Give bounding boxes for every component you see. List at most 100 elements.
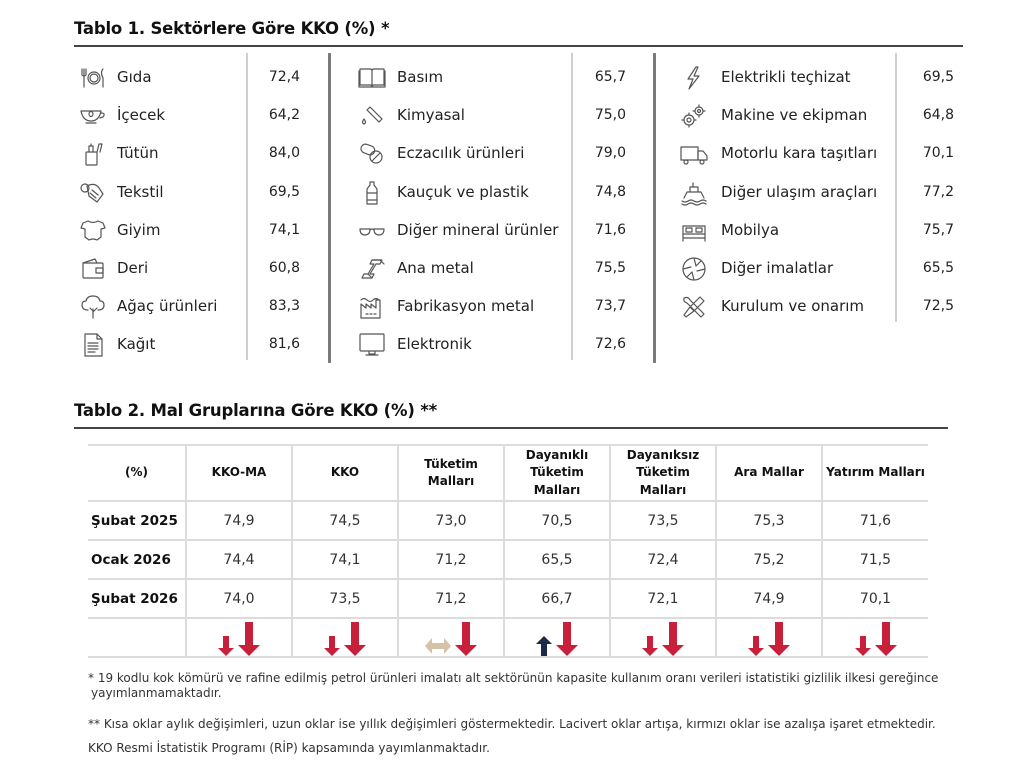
table2-header-row: (%) KKO-MA KKO Tüketim Malları Dayanıklı… [88, 444, 928, 502]
tree-icon [78, 293, 108, 321]
table2-cell: 73,5 [609, 500, 717, 541]
sector-value: 72,4 [268, 69, 300, 85]
footnote-1-line-2: yayımlanmamaktadır. [91, 686, 222, 700]
factory-icon [357, 293, 387, 321]
plate-cutlery-icon [78, 64, 108, 92]
sector-label: İçecek [117, 106, 166, 125]
aperture-icon [679, 255, 709, 283]
arrow-cell [185, 617, 293, 658]
footnote-1: * 19 kodlu kok kömürü ve rafine edilmiş … [88, 671, 938, 701]
monthly-down-arrow-icon [218, 636, 234, 656]
table2-cell: 74,9 [185, 500, 293, 541]
table2-row: Şubat 2025 74,9 74,5 73,0 70,5 73,5 75,3 71,6 [88, 500, 928, 541]
sector-value: 74,1 [268, 221, 300, 238]
header-dayaniksiz: Dayanıksız Tüketim Malları [609, 444, 717, 502]
table2-cell: 74,4 [185, 539, 293, 580]
document-icon [78, 331, 108, 359]
sector-value: 74,8 [594, 183, 626, 200]
row-label: Şubat 2025 [88, 500, 187, 541]
table2-row: Ocak 2026 74,4 74,1 71,2 65,5 72,4 75,2 71,5 [88, 539, 928, 580]
table2-cell: 70,5 [503, 500, 611, 541]
sector-value: 81,6 [268, 336, 300, 353]
sector-value: 72,5 [922, 298, 954, 315]
sector-value: 69,5 [268, 183, 300, 200]
teacup-icon [78, 102, 108, 130]
sector-value: 83,3 [268, 298, 300, 315]
sector-label: Elektronik [397, 335, 472, 354]
sector-value: 75,5 [594, 260, 626, 276]
truck-icon [679, 140, 709, 168]
sector-label: Kimyasal [397, 106, 465, 125]
onesie-icon [78, 217, 108, 245]
header-kko-ma: KKO-MA [185, 444, 293, 502]
table2-cell: 72,4 [609, 539, 717, 580]
sector-label: Ana metal [397, 259, 474, 277]
sector-label: Diğer imalatlar [721, 259, 834, 277]
value-divider [571, 53, 573, 360]
row-label: Şubat 2026 [88, 578, 187, 619]
monthly-unchanged-arrow-icon [425, 638, 451, 656]
table2-cell: 74,0 [185, 578, 293, 619]
annual-down-arrow-icon [768, 622, 790, 656]
footnote-3: KKO Resmi İstatistik Programı (RİP) kaps… [88, 741, 490, 755]
table2-cell: 75,2 [715, 539, 823, 580]
table2-arrow-row [88, 617, 928, 658]
sector-value: 84,0 [268, 145, 300, 162]
footnote-1-line-1: * 19 kodlu kok kömürü ve rafine edilmiş … [88, 671, 939, 685]
sector-value: 77,2 [922, 183, 954, 200]
lightning-bolt-icon [679, 64, 709, 92]
arrow-cell [821, 617, 928, 658]
sector-label: Motorlu kara taşıtları [721, 144, 878, 163]
sector-value: 65,7 [594, 69, 626, 85]
sector-label: Makine ve ekipman [721, 106, 868, 125]
annual-down-arrow-icon [556, 622, 578, 656]
sector-label: Basım [397, 68, 444, 86]
sector-value: 65,5 [922, 260, 954, 276]
sector-value: 69,5 [922, 69, 954, 85]
ship-icon [679, 179, 709, 207]
table2-row: Şubat 2026 74,0 73,5 71,2 66,7 72,1 74,9 70,1 [88, 578, 928, 619]
row-label: Ocak 2026 [88, 539, 187, 580]
value-divider [895, 53, 897, 322]
bottle-icon [357, 179, 387, 207]
bed-icon [679, 217, 709, 245]
arrow-cell [291, 617, 399, 658]
sector-value: 73,7 [594, 298, 626, 315]
table2-cell: 71,2 [397, 578, 505, 619]
sector-label: Eczacılık ürünleri [397, 144, 525, 163]
footnote-2: ** Kısa oklar aylık değişimleri, uzun ok… [88, 717, 936, 731]
table2-cell: 73,0 [397, 500, 505, 541]
monthly-down-arrow-icon [324, 636, 340, 656]
sector-label: Mobilya [721, 220, 780, 239]
sector-value: 79,0 [594, 145, 626, 162]
header-dayaniksiz-text: Dayanıksız Tüketim Malları [626, 447, 700, 497]
sector-label: Diğer mineral ürünler [397, 220, 559, 239]
table2-title-rule [74, 427, 948, 429]
header-ara: Ara Mallar [715, 444, 823, 502]
value-divider [246, 53, 248, 360]
monthly-down-arrow-icon [642, 636, 658, 656]
annual-down-arrow-icon [662, 622, 684, 656]
header-unit: (%) [88, 444, 187, 502]
table2-cell: 71,5 [821, 539, 928, 580]
sector-label: Tütün [117, 144, 159, 163]
monthly-down-arrow-icon [854, 636, 871, 656]
arrow-cell [715, 617, 823, 658]
sector-value: 72,6 [594, 336, 626, 353]
annual-down-arrow-icon [238, 622, 260, 656]
annual-down-arrow-icon [874, 622, 897, 656]
cigarette-lighter-icon [78, 140, 108, 168]
glasses-icon [357, 217, 387, 245]
wallet-icon [78, 255, 108, 283]
sector-label: Tekstil [117, 182, 164, 201]
group-divider [328, 53, 331, 363]
annual-down-arrow-icon [455, 622, 477, 656]
sector-label: Kauçuk ve plastik [397, 182, 529, 201]
pills-icon [357, 140, 387, 168]
monthly-down-arrow-icon [748, 636, 764, 656]
sector-label: Fabrikasyon metal [397, 297, 535, 316]
sector-value: 75,7 [922, 221, 954, 238]
table2-cell: 75,3 [715, 500, 823, 541]
table2-cell: 74,5 [291, 500, 399, 541]
sector-value: 60,8 [268, 260, 300, 276]
